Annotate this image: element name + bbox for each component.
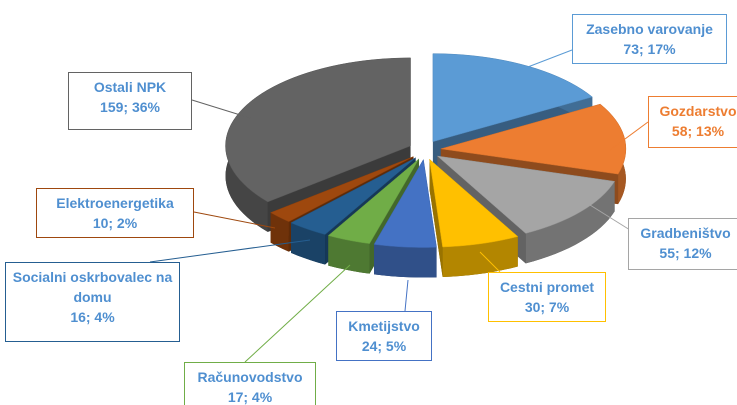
slice-wall <box>270 212 289 252</box>
slice-top <box>327 158 420 244</box>
leader-line <box>404 279 409 312</box>
label-value: 10; 2% <box>92 215 138 231</box>
slice-wall <box>290 222 326 265</box>
label-name: Gradbeništvo <box>640 225 731 241</box>
label-name: Ostali NPK <box>93 79 167 95</box>
data-label: Cestni promet 30; 7% <box>488 272 606 322</box>
data-label: Socialni oskrbovalec na domu 16; 4% <box>5 262 180 342</box>
label-name: Računovodstvo <box>197 369 303 385</box>
leader-line <box>244 264 351 363</box>
label-name: Zasebno varovanje <box>586 21 713 37</box>
slice-top <box>432 53 593 142</box>
data-label: Elektroenergetika 10; 2% <box>36 188 194 238</box>
slice-wall <box>374 244 437 278</box>
label-value: 30; 7% <box>524 299 570 315</box>
slice <box>429 158 519 277</box>
leader-line <box>589 204 631 231</box>
slice <box>225 57 411 232</box>
label-value: 24; 5% <box>361 338 407 354</box>
slice-wall <box>442 236 518 277</box>
label-value: 58; 13% <box>671 123 725 139</box>
leader-line <box>193 211 276 229</box>
slice-top <box>373 158 437 248</box>
slice-top <box>270 156 414 222</box>
leader-line <box>191 99 251 119</box>
label-value: 73; 17% <box>623 41 676 57</box>
slice <box>373 158 437 278</box>
leader-line <box>609 121 649 151</box>
data-label: Ostali NPK 159; 36% <box>68 72 192 130</box>
slice-side <box>429 159 443 277</box>
label-name: Gozdarstvo <box>659 103 737 119</box>
data-label: Zasebno varovanje 73; 17% <box>572 14 727 64</box>
data-label: Gozdarstvo 58; 13% <box>648 96 737 148</box>
slice-wall <box>525 181 615 264</box>
slice-top <box>225 57 411 203</box>
label-name: Cestni promet <box>499 279 595 295</box>
label-value: 159; 36% <box>100 99 160 115</box>
slice-top <box>290 157 416 235</box>
data-label: Računovodstvo 17; 4% <box>184 362 316 405</box>
label-name: Elektroenergetika <box>56 195 174 211</box>
data-label: Gradbeništvo 55; 12% <box>628 218 737 270</box>
leader-line <box>149 239 311 263</box>
slice-top <box>429 158 519 248</box>
label-value: 16; 4% <box>70 309 115 325</box>
slice-top <box>440 103 627 175</box>
slice-wall <box>328 235 370 274</box>
label-name: Socialni oskrbovalec na domu <box>12 269 173 305</box>
data-label: Kmetijstvo 24; 5% <box>336 311 432 361</box>
leader-line <box>479 251 501 273</box>
leader-line <box>519 49 573 71</box>
label-value: 55; 12% <box>659 245 712 261</box>
label-value: 17; 4% <box>227 389 273 405</box>
label-name: Kmetijstvo <box>348 318 420 334</box>
slice-top <box>436 155 616 234</box>
